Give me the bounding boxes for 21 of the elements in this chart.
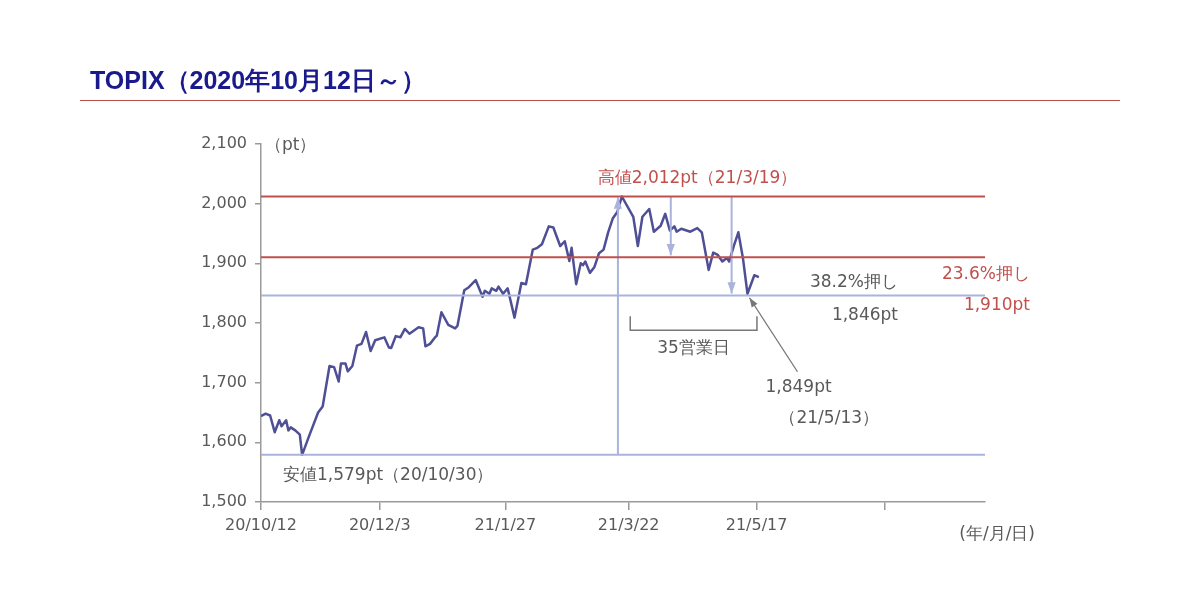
x-tick-label: 21/1/27 bbox=[474, 514, 537, 534]
x-tick-label: 20/12/3 bbox=[348, 514, 411, 534]
chart-title: TOPIX（2020年10月12日～） bbox=[90, 65, 426, 96]
y-tick-label: 1,500 bbox=[201, 491, 247, 511]
ref-line-label: 高値2,012pt（21/3/19） bbox=[597, 166, 798, 187]
x-tick-label: 21/5/17 bbox=[725, 514, 788, 534]
x-tick-label: 21/3/22 bbox=[597, 514, 660, 534]
y-tick-label: 1,700 bbox=[201, 371, 247, 391]
ref-line-label: 安値1,579pt（20/10/30） bbox=[283, 464, 494, 485]
y-tick-label: 2,000 bbox=[201, 192, 247, 212]
y-tick-label: 2,100 bbox=[201, 133, 247, 153]
y-tick-label: 1,800 bbox=[201, 312, 247, 332]
ref-line-label: 23.6%押し 1,910pt bbox=[941, 262, 1031, 314]
y-tick-label: 1,600 bbox=[201, 431, 247, 451]
y-tick-label: 1,900 bbox=[201, 252, 247, 272]
annotation: 35営業日 bbox=[657, 336, 730, 357]
x-tick-label: 20/10/12 bbox=[225, 514, 297, 534]
annotation: 1,849pt（21/5/13） bbox=[765, 376, 880, 428]
ref-line-label: 38.2%押し 1,846pt bbox=[809, 270, 899, 324]
y-axis-title: （pt） bbox=[265, 134, 317, 155]
x-axis-title: (年/月/日) bbox=[959, 523, 1035, 544]
